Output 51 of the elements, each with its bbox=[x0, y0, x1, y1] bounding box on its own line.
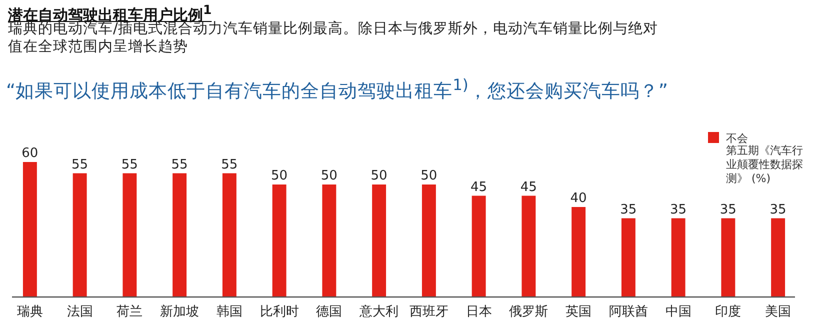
legend-label: 不会 bbox=[726, 132, 748, 145]
x-tick-label: 新加坡 bbox=[160, 304, 200, 320]
bar bbox=[422, 184, 436, 297]
bar bbox=[621, 218, 636, 297]
bar bbox=[222, 173, 236, 297]
bar bbox=[122, 173, 137, 297]
data-label: 35 bbox=[720, 202, 736, 218]
data-label: 55 bbox=[121, 157, 138, 172]
annotation: 第五期《汽车行业颠覆性数据探测》 (%) bbox=[726, 144, 804, 186]
data-label: 50 bbox=[271, 168, 288, 184]
x-tick-label: 美国 bbox=[765, 304, 792, 320]
x-tick-label: 韩国 bbox=[216, 304, 242, 320]
bar bbox=[72, 173, 87, 297]
data-label: 35 bbox=[670, 202, 687, 218]
x-tick-label: 比利时 bbox=[260, 304, 299, 320]
bar bbox=[472, 196, 486, 297]
data-label: 60 bbox=[22, 146, 38, 161]
data-label: 50 bbox=[420, 168, 438, 184]
bar bbox=[771, 218, 786, 297]
data-label: 40 bbox=[570, 191, 587, 206]
text: “如果可以使用成本低于自有汽车的全自动驾驶出租车$^{1)}$，您还会购买汽车吗？” bbox=[6, 76, 668, 104]
x-tick-label: 意大利 bbox=[358, 304, 399, 320]
bar bbox=[522, 196, 536, 297]
data-label: 55 bbox=[221, 157, 238, 172]
data-label: 45 bbox=[470, 180, 488, 195]
bar bbox=[572, 207, 586, 297]
bar bbox=[272, 184, 286, 297]
bar bbox=[172, 173, 187, 297]
x-tick-label: 瑞典 bbox=[16, 304, 43, 320]
data-label: 50 bbox=[320, 168, 338, 184]
data-label: 45 bbox=[520, 180, 537, 195]
data-label: 55 bbox=[72, 157, 88, 172]
x-tick-label: 印度 bbox=[715, 304, 742, 320]
bar bbox=[372, 184, 386, 297]
bar bbox=[322, 184, 336, 297]
bar bbox=[671, 218, 686, 297]
data-label: 35 bbox=[770, 202, 786, 218]
data-label: 35 bbox=[620, 202, 637, 218]
x-tick-label: 阿联酋 bbox=[608, 304, 648, 320]
x-tick-label: 英国 bbox=[566, 304, 592, 320]
x-tick-label: 法国 bbox=[66, 304, 93, 320]
x-tick-label: 西班牙 bbox=[409, 304, 448, 320]
x-tick-label: 日本 bbox=[466, 304, 492, 320]
data-label: 50 bbox=[370, 168, 388, 184]
x-tick-label: 中国 bbox=[665, 304, 692, 320]
bar bbox=[721, 218, 736, 297]
x-tick-label: 俄罗斯 bbox=[509, 304, 548, 320]
x-tick-label: 荷兰 bbox=[116, 304, 143, 320]
data-label: 55 bbox=[171, 157, 188, 172]
bar bbox=[22, 162, 37, 297]
x-tick-label: 德国 bbox=[316, 304, 342, 320]
